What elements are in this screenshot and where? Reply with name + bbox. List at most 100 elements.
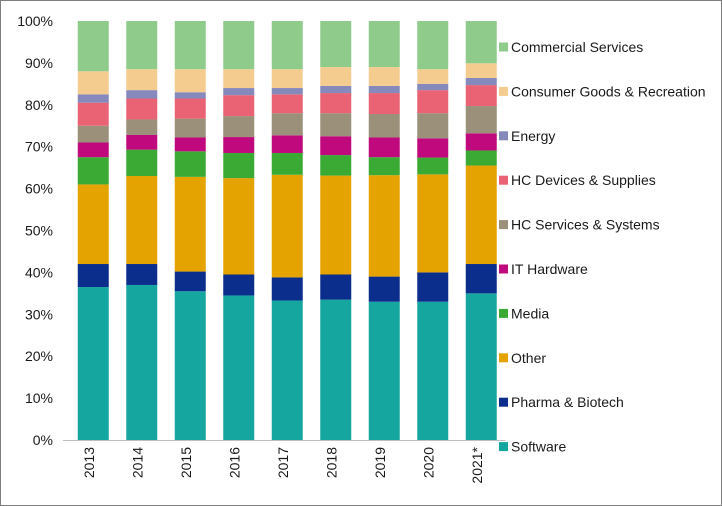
bar-segment: [271, 21, 303, 70]
x-tick-label: 2014: [129, 447, 145, 478]
bar-segment: [126, 119, 158, 135]
bar-segment: [77, 157, 109, 185]
x-tick-label: 2017: [275, 447, 291, 478]
bar-segment: [77, 21, 109, 72]
legend-label: Commercial Services: [511, 39, 643, 55]
legend-label: Consumer Goods & Recreation: [511, 83, 706, 99]
bar-segment: [174, 69, 206, 93]
bar-segment: [368, 93, 400, 115]
bar-segment: [417, 138, 449, 158]
bar-segment: [320, 67, 352, 86]
bar-segment: [417, 113, 449, 139]
legend-swatch: [499, 308, 508, 318]
bar-segment: [368, 157, 400, 176]
bar-segment: [465, 21, 497, 64]
legend-item: Pharma & Biotech: [499, 394, 624, 410]
bar-segment: [77, 125, 109, 143]
bar-segment: [223, 116, 255, 138]
x-tick-label: 2018: [323, 447, 339, 478]
legend-swatch: [499, 353, 508, 363]
bar-segment: [174, 291, 206, 440]
bar-segment: [368, 67, 400, 86]
bar-segment: [417, 272, 449, 302]
legend-item: Other: [499, 350, 546, 366]
bar-segment: [368, 85, 400, 94]
bar-segment: [174, 118, 206, 138]
bar-segment: [465, 293, 497, 440]
bar-segment: [417, 90, 449, 114]
bar-stack: [417, 21, 449, 440]
bar-segment: [174, 151, 206, 177]
bar-segment: [417, 21, 449, 70]
bar-segment: [223, 95, 255, 117]
y-tick-label: 90%: [25, 55, 53, 71]
legend-item: Software: [499, 439, 566, 455]
legend-swatch: [499, 131, 508, 141]
bar-segment: [174, 271, 206, 292]
bar-segment: [320, 175, 352, 275]
x-tick-label: 2013: [81, 447, 97, 478]
legend-swatch: [499, 42, 508, 52]
bar-segment: [77, 287, 109, 440]
bar-segment: [126, 98, 158, 120]
bar-segment: [223, 88, 255, 96]
legend-label: IT Hardware: [511, 261, 588, 277]
bar-segment: [77, 71, 109, 95]
bar-segment: [368, 21, 400, 68]
bar-segment: [465, 150, 497, 166]
y-tick-label: 10%: [25, 390, 53, 406]
bar-segment: [126, 90, 158, 99]
bar-segment: [271, 277, 303, 301]
x-tick-label: 2021*: [469, 446, 485, 483]
bar-segment: [77, 184, 109, 265]
bar-segment: [126, 264, 158, 285]
bar-segment: [271, 135, 303, 153]
bar-segment: [417, 83, 449, 91]
bar-segment: [465, 85, 497, 107]
bar-segment: [77, 142, 109, 158]
bar-segment: [417, 174, 449, 273]
y-axis: 0% 10% 20% 30% 40% 50% 60% 70% 80% 90% 100%: [17, 13, 53, 448]
bar-stack: [223, 21, 255, 440]
bar-stack: [77, 21, 109, 440]
bar-segment: [320, 155, 352, 176]
bar-segment: [174, 137, 206, 152]
legend-label: Software: [511, 439, 566, 455]
bar-segment: [223, 21, 255, 70]
legend-swatch: [499, 442, 508, 452]
bar-segment: [271, 69, 303, 89]
bar-segment: [223, 274, 255, 296]
bar-segment: [417, 69, 449, 84]
bar-stack: [368, 21, 400, 440]
bar-segment: [417, 157, 449, 175]
bar-segment: [368, 276, 400, 302]
legend-item: HC Services & Systems: [499, 217, 660, 233]
legend-label: Pharma & Biotech: [511, 394, 624, 410]
legend-item: Consumer Goods & Recreation: [499, 83, 706, 99]
bar-segment: [223, 295, 255, 440]
y-tick-label: 40%: [25, 264, 53, 280]
legend-swatch: [499, 264, 508, 274]
legend-label: HC Devices & Supplies: [511, 172, 656, 188]
bar-segment: [126, 284, 158, 440]
bar-stack: [465, 21, 497, 440]
bar-segment: [271, 113, 303, 136]
bar-segment: [174, 92, 206, 99]
bar-stack: [271, 21, 303, 440]
legend-swatch: [499, 175, 508, 185]
bar-segment: [465, 264, 497, 294]
bar-segment: [174, 98, 206, 119]
y-tick-label: 60%: [25, 181, 53, 197]
bar-segment: [320, 93, 352, 114]
bar-segment: [320, 113, 352, 137]
legend-swatch: [499, 397, 508, 407]
bar-segment: [126, 21, 158, 70]
bar-segment: [320, 21, 352, 68]
y-tick-label: 80%: [25, 97, 53, 113]
bar-segment: [465, 106, 497, 134]
bar-segment: [271, 300, 303, 440]
bar-segment: [368, 137, 400, 158]
y-tick-label: 30%: [25, 306, 53, 322]
bars: [77, 21, 497, 440]
